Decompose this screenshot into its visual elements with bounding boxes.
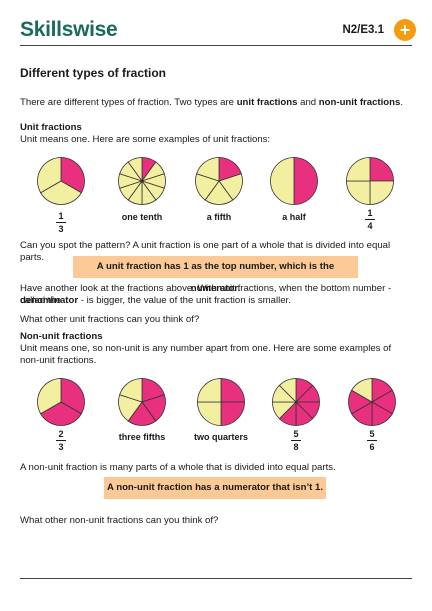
nonunit-description: Unit means one, so non-unit is any numbe… (20, 343, 392, 366)
pie-slice-shaded (220, 378, 245, 403)
another-look-line-2: denominator - is bigger, the value of th… (20, 295, 291, 306)
plus-icon[interactable]: + (394, 19, 416, 41)
label-two-quarters: two quarters (193, 432, 248, 442)
many-parts-text: A non-unit fraction is many parts of a w… (20, 462, 336, 473)
pie-slice-shaded (220, 401, 245, 426)
unit-rule-box: A unit fraction has 1 as the top number,… (73, 256, 358, 294)
label-three-fifths: three fifths (118, 432, 166, 442)
pie-nonunit-5 (347, 377, 397, 432)
pie-slice-unshaded (197, 401, 222, 426)
pie-slice-unshaded (119, 378, 143, 403)
pie-nonunit-3 (196, 377, 246, 432)
worksheet-code: N2/E3.1 (342, 24, 384, 36)
another-look-line-1: Have another look at the fractions above… (20, 283, 392, 306)
skillswise-logo: Skillswise (20, 18, 118, 41)
pie-nonunit-1 (36, 377, 86, 432)
pie-slice-unshaded (351, 378, 373, 403)
pie-slice-shaded (40, 401, 82, 426)
page-title: Different types of fraction (20, 66, 167, 80)
pie-slice-unshaded (37, 157, 62, 194)
pie-nonunit-2 (117, 377, 167, 432)
intro-text: There are different types of fraction. T… (20, 97, 404, 108)
label-a-half: a half (282, 212, 306, 222)
pattern-text: Can you spot the pattern? A unit fractio… (20, 240, 391, 263)
pie-unit-5 (345, 156, 395, 211)
pie-unit-3 (194, 156, 244, 211)
pie-slice-unshaded (196, 157, 220, 182)
nonunit-heading: Non-unit fractions (20, 331, 103, 342)
pie-slice-unshaded (270, 157, 295, 205)
pie-slice-unshaded (278, 378, 297, 403)
pie-nonunit-4 (271, 377, 321, 432)
unit-question: What other unit fractions can you think … (20, 314, 200, 325)
pie-slice-unshaded (127, 157, 143, 183)
nonunit-question: What other non-unit fractions can you th… (20, 515, 219, 526)
pie-unit-1 (36, 156, 86, 211)
pie-slice-unshaded (37, 378, 62, 415)
pie-unit-4 (269, 156, 319, 211)
pie-unit-2 (117, 156, 167, 211)
pie-slice-unshaded (40, 180, 82, 205)
pie-slice-unshaded (369, 180, 394, 205)
pie-slice-shaded (293, 157, 318, 205)
pie-slice-unshaded (197, 378, 222, 403)
pie-slice-unshaded (346, 157, 371, 182)
pie-slice-shaded (369, 157, 394, 182)
label-a-fifth: a fifth (206, 212, 232, 222)
unit-description: Unit means one. Here are some examples o… (20, 134, 271, 145)
unit-heading: Unit fractions (20, 122, 82, 133)
nonunit-rule-box: A non-unit fraction has a numerator that… (104, 477, 326, 499)
pie-slice-unshaded (346, 180, 371, 205)
label-one-tenth: one tenth (121, 212, 163, 222)
footer-divider (20, 578, 412, 579)
header-divider (20, 45, 412, 46)
